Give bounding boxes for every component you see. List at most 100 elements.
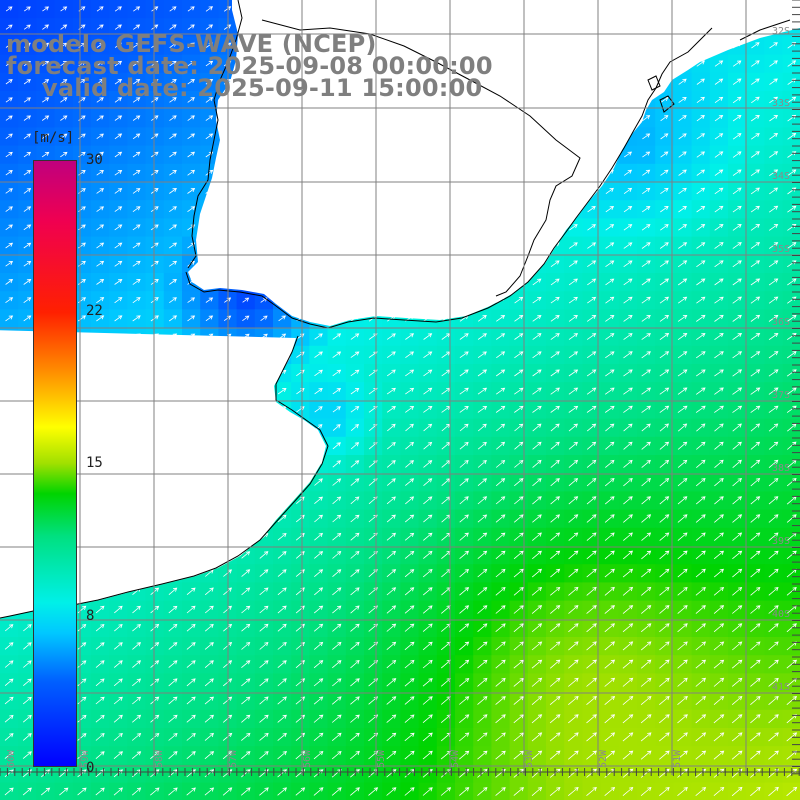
wind-arrow <box>113 678 123 687</box>
wind-speed-cell <box>382 637 401 656</box>
wind-arrow <box>641 278 651 286</box>
wind-speed-cell <box>182 236 201 256</box>
wind-arrow <box>696 441 706 450</box>
wind-speed-cell <box>637 418 656 438</box>
wind-speed-cell <box>382 509 401 529</box>
wind-speed-cell <box>618 709 638 729</box>
wind-arrow <box>496 315 506 322</box>
wind-speed-cell <box>163 709 183 729</box>
colorbar-tick-0: 0 <box>86 760 95 776</box>
wind-arrow <box>350 732 360 742</box>
wind-speed-cell <box>509 527 529 547</box>
wind-arrow <box>332 550 342 559</box>
wind-speed-cell <box>600 455 620 474</box>
wind-speed-cell <box>163 0 183 19</box>
wind-speed-cell <box>746 473 765 492</box>
wind-speed-cell <box>618 382 638 401</box>
wind-speed-cell <box>182 91 201 110</box>
wind-arrow <box>550 369 560 377</box>
wind-arrow <box>750 477 761 487</box>
wind-speed-cell <box>455 473 474 492</box>
wind-speed-cell <box>364 746 383 765</box>
wind-arrow <box>768 351 779 359</box>
wind-arrow <box>332 460 341 468</box>
wind-arrow <box>241 732 251 741</box>
wind-arrow <box>568 550 579 560</box>
wind-speed-cell <box>709 455 729 474</box>
wind-arrow <box>750 314 761 322</box>
latitude-label: 38S <box>772 463 790 474</box>
wind-arrow <box>132 660 141 668</box>
wind-arrow <box>113 714 123 723</box>
wind-arrow <box>695 550 706 560</box>
wind-speed-cell <box>564 655 583 674</box>
wind-arrow <box>569 224 578 231</box>
wind-speed-cell <box>309 491 329 511</box>
wind-arrow <box>422 568 433 578</box>
wind-speed-cell <box>728 564 747 583</box>
wind-speed-cell <box>455 655 474 674</box>
colorbar-tick-30: 30 <box>86 152 103 168</box>
wind-speed-cell <box>127 0 147 19</box>
wind-speed-cell <box>691 109 711 128</box>
wind-arrow <box>5 260 14 267</box>
wind-arrow <box>786 387 797 395</box>
wind-speed-cell <box>455 709 474 729</box>
wind-arrow <box>714 351 724 359</box>
wind-arrow <box>714 187 724 195</box>
wind-arrow <box>714 115 724 122</box>
wind-speed-cell <box>418 527 438 547</box>
wind-speed-cell <box>109 109 128 128</box>
wind-arrow <box>5 151 13 158</box>
wind-arrow <box>513 568 524 578</box>
wind-speed-cell <box>382 764 401 784</box>
wind-arrow <box>642 133 651 140</box>
wind-arrow <box>440 787 452 796</box>
wind-speed-cell <box>564 527 583 547</box>
latitude-label: 39S <box>772 536 790 547</box>
wind-arrow <box>405 369 415 377</box>
wind-arrow <box>513 787 524 796</box>
wind-arrow <box>77 315 87 322</box>
wind-arrow <box>750 405 761 413</box>
wind-arrow <box>713 787 725 797</box>
wind-arrow <box>186 587 196 596</box>
wind-arrow <box>404 532 415 541</box>
wind-speed-cell <box>655 382 674 401</box>
wind-speed-cell <box>145 309 165 329</box>
wind-arrow <box>769 96 779 104</box>
wind-arrow <box>568 623 579 633</box>
wind-speed-cell <box>18 145 37 165</box>
wind-speed-cell <box>527 273 547 292</box>
wind-speed-cell <box>364 709 383 729</box>
wind-speed-cell <box>764 527 784 547</box>
wind-arrow <box>641 296 651 304</box>
wind-arrow <box>495 532 506 541</box>
wind-arrow <box>713 605 725 614</box>
longitude-label: 53W <box>524 749 535 768</box>
wind-speed-cell <box>527 400 547 420</box>
wind-speed-cell <box>455 618 474 638</box>
wind-speed-cell <box>400 527 420 547</box>
wind-arrow <box>642 115 651 122</box>
wind-arrow <box>314 369 323 377</box>
wind-speed-cell <box>163 182 183 201</box>
wind-speed-cell <box>291 728 310 747</box>
wind-speed-cell <box>527 473 547 492</box>
wind-arrow <box>168 660 178 668</box>
wind-speed-cell <box>491 345 511 365</box>
wind-arrow <box>731 659 743 669</box>
wind-arrow <box>4 696 14 705</box>
wind-arrow <box>677 314 688 322</box>
wind-speed-cell <box>327 709 347 729</box>
wind-arrow <box>77 642 87 650</box>
wind-speed-cell <box>546 418 565 438</box>
wind-speed-cell <box>309 509 329 529</box>
wind-arrow <box>477 315 487 322</box>
wind-arrow <box>350 714 360 723</box>
wind-speed-cell <box>236 709 256 729</box>
wind-speed-cell <box>400 582 420 602</box>
wind-speed-cell <box>673 455 693 474</box>
wind-arrow <box>604 695 616 706</box>
wind-arrow <box>350 478 360 486</box>
